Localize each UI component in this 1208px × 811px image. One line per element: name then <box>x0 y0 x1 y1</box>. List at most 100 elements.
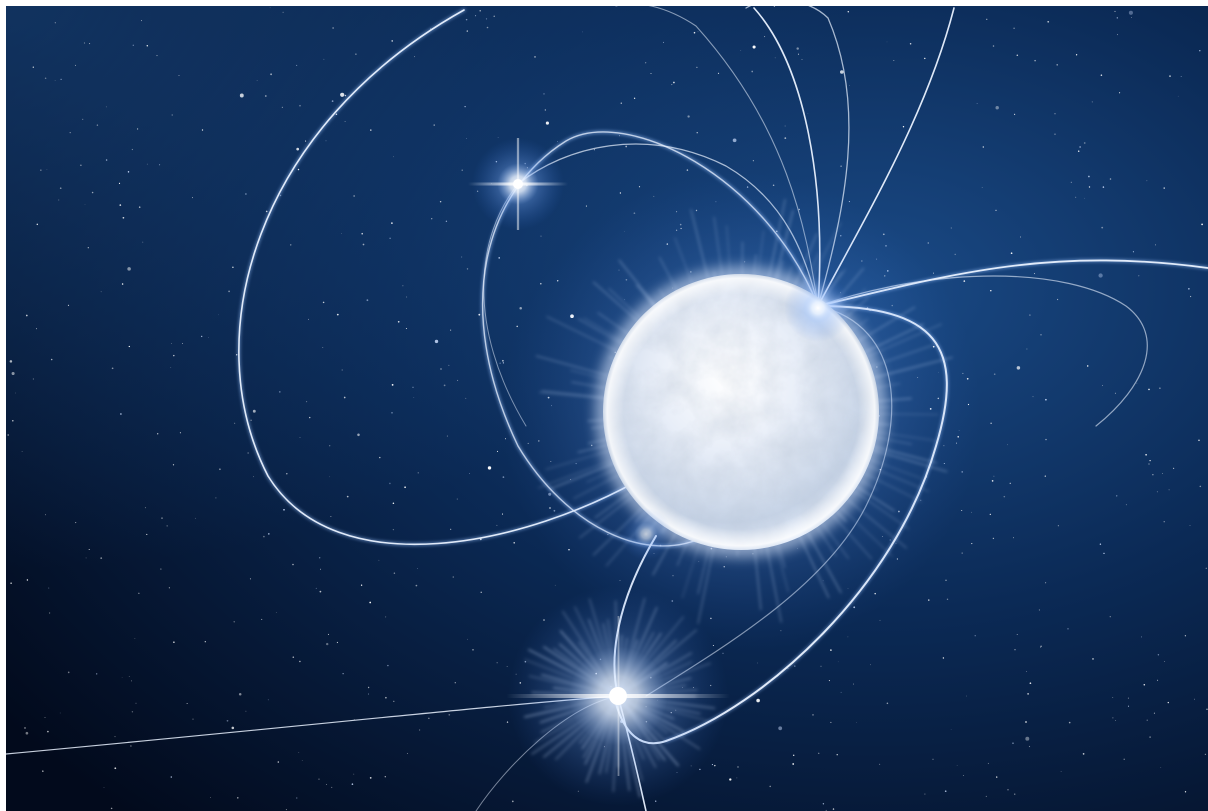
background-star <box>942 657 945 659</box>
background-star <box>159 164 161 166</box>
background-star <box>384 776 386 778</box>
background-star <box>511 800 514 803</box>
background-star <box>122 216 125 219</box>
background-star <box>1204 753 1207 755</box>
background-star <box>332 27 334 29</box>
background-star <box>252 409 256 413</box>
background-star <box>1127 705 1130 707</box>
background-star <box>820 665 822 667</box>
background-star <box>1045 582 1047 584</box>
background-star <box>111 367 114 370</box>
light-ray <box>602 623 618 691</box>
background-star <box>433 124 435 126</box>
background-star <box>1149 459 1151 462</box>
background-star <box>1112 717 1114 719</box>
background-star <box>990 289 992 292</box>
background-star <box>465 397 467 399</box>
background-star <box>991 480 994 482</box>
background-star <box>182 343 183 344</box>
background-star <box>413 397 415 398</box>
background-star <box>1044 475 1046 477</box>
background-star <box>231 726 235 730</box>
background-star <box>454 682 456 684</box>
background-star <box>1092 658 1094 660</box>
background-star <box>893 59 895 62</box>
background-star <box>448 364 450 366</box>
background-star <box>638 186 641 188</box>
background-star <box>367 686 370 689</box>
background-star <box>120 413 122 415</box>
background-star <box>46 169 48 170</box>
background-star <box>278 391 281 393</box>
background-star <box>506 666 508 667</box>
background-star <box>353 195 355 197</box>
background-star <box>342 673 344 675</box>
background-star <box>336 313 339 316</box>
background-star <box>1084 197 1086 199</box>
background-star <box>379 456 381 459</box>
background-star <box>461 256 463 258</box>
background-star <box>452 576 455 578</box>
background-star <box>267 533 270 535</box>
light-ray <box>621 699 666 742</box>
background-star <box>298 751 300 753</box>
background-star <box>796 47 799 50</box>
background-star <box>485 18 488 20</box>
background-star <box>1007 444 1008 446</box>
background-star <box>1119 92 1121 94</box>
background-star <box>186 703 188 704</box>
background-star <box>982 146 984 148</box>
background-star <box>83 42 86 44</box>
background-star <box>1016 634 1018 635</box>
background-star <box>801 58 803 61</box>
background-star <box>119 204 122 206</box>
background-star <box>67 304 70 306</box>
background-star <box>331 100 334 102</box>
background-star <box>1025 736 1030 741</box>
background-star <box>924 57 926 60</box>
background-star <box>80 164 82 166</box>
background-star <box>319 557 321 559</box>
background-star <box>961 509 963 512</box>
background-star <box>836 754 838 756</box>
background-star <box>323 58 325 60</box>
background-star <box>769 785 771 788</box>
background-star <box>633 97 636 99</box>
background-star <box>1003 495 1006 498</box>
light-ray <box>622 699 668 734</box>
background-star <box>1077 150 1080 152</box>
background-star <box>170 776 173 778</box>
background-star <box>784 125 786 127</box>
background-star <box>849 85 850 86</box>
background-star <box>330 516 332 517</box>
background-star <box>245 710 247 712</box>
background-star <box>60 78 62 81</box>
background-star <box>318 778 320 780</box>
background-star <box>346 495 349 498</box>
background-star <box>456 498 458 500</box>
background-star <box>137 128 139 130</box>
light-ray <box>622 652 693 694</box>
background-star <box>1010 252 1013 255</box>
background-star <box>974 635 976 637</box>
background-star <box>250 419 252 421</box>
background-star <box>950 227 952 229</box>
south-pole-glow <box>620 508 672 560</box>
light-ray <box>585 701 617 783</box>
background-star <box>1028 745 1031 748</box>
background-star <box>366 299 369 302</box>
light-ray <box>555 699 615 761</box>
background-star <box>85 557 87 559</box>
background-star <box>1194 698 1195 700</box>
background-star <box>54 22 56 24</box>
background-star <box>59 712 61 714</box>
background-star <box>1180 75 1182 78</box>
background-star <box>1116 17 1118 19</box>
background-star <box>740 50 742 51</box>
background-star <box>440 368 442 370</box>
light-ray <box>559 630 615 692</box>
background-star <box>1125 504 1127 506</box>
background-star <box>279 194 282 197</box>
background-star <box>261 618 263 620</box>
background-star <box>971 543 973 545</box>
